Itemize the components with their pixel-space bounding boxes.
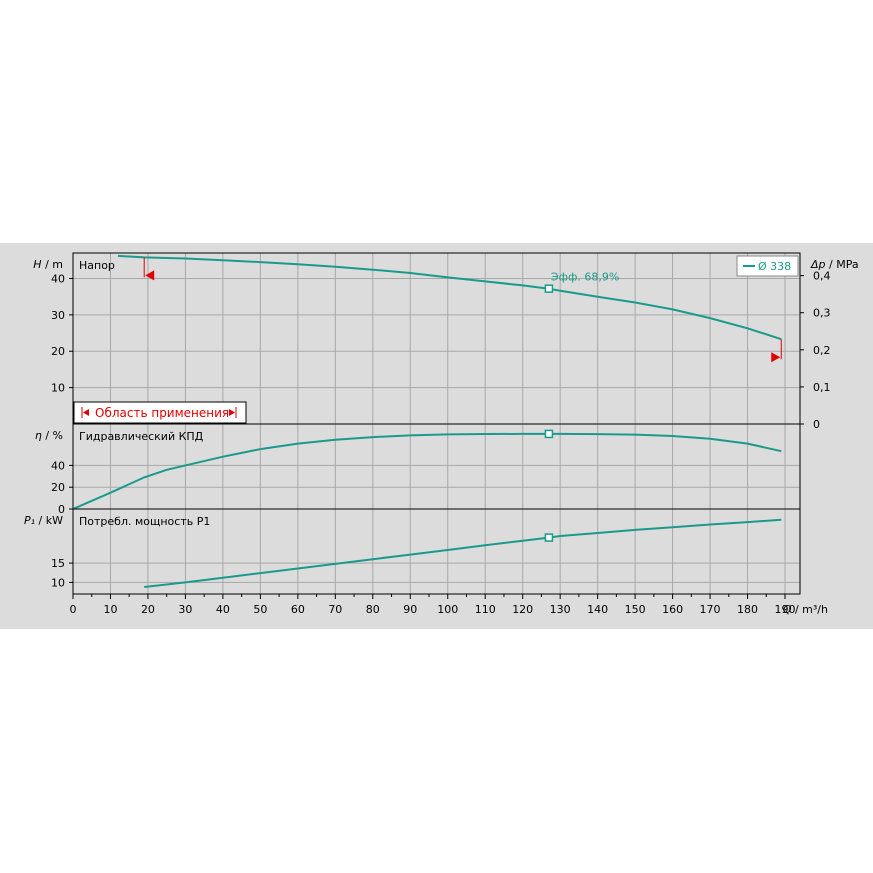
x-tick-label: 60 — [291, 603, 305, 616]
x-tick-label: 130 — [550, 603, 571, 616]
operating-point-marker — [544, 284, 554, 293]
legend-box — [736, 255, 799, 277]
x-tick-label: 140 — [587, 603, 608, 616]
y2-tick-label: 0,1 — [813, 381, 831, 394]
operating-point-label: Эфф. 68,9% — [551, 271, 619, 284]
range-end-marker — [771, 352, 781, 363]
y-tick-label: 10 — [51, 382, 65, 395]
x-tick-label: 80 — [366, 603, 380, 616]
legend-entry: Ø 338 — [758, 260, 791, 273]
y2-tick-label: 0,4 — [813, 270, 831, 283]
x-tick-label: 170 — [700, 603, 721, 616]
application-range-arrow-right — [229, 409, 235, 416]
x-tick-label: 50 — [253, 603, 267, 616]
y-tick-label: 20 — [51, 345, 65, 358]
application-range-box — [73, 401, 247, 424]
operating-point-marker — [544, 533, 554, 542]
series-line — [72, 432, 782, 510]
y2-axis-label: Δp / MPa — [810, 258, 859, 271]
x-tick-label: 110 — [475, 603, 496, 616]
range-start-marker — [145, 270, 155, 281]
x-tick-label: 120 — [512, 603, 533, 616]
y2-tick-label: 0,2 — [813, 344, 831, 357]
x-tick-label: 180 — [737, 603, 758, 616]
application-range-arrow-left — [83, 409, 89, 416]
x-tick-label: 30 — [178, 603, 192, 616]
panel-frame — [72, 508, 801, 595]
series-line — [117, 254, 782, 341]
y-tick-label: 40 — [51, 459, 65, 472]
y-tick-label: 15 — [51, 557, 65, 570]
y2-tick-label: 0 — [813, 418, 820, 431]
operating-point-marker — [544, 429, 554, 439]
x-tick-label: 150 — [625, 603, 646, 616]
x-tick-label: 10 — [103, 603, 117, 616]
x-tick-label: 40 — [216, 603, 230, 616]
y-tick-label: 20 — [51, 481, 65, 494]
chart-area: 10 20 30 40 H / m Напор Эфф. 68,9% 0 0,1 0,2 0,3 0,… — [0, 243, 873, 629]
y-axis-label: H / m — [33, 258, 63, 271]
x-tick-label: 90 — [403, 603, 417, 616]
y-axis-label: η / % — [35, 429, 63, 442]
y-tick-label: 40 — [51, 272, 65, 285]
panel-title: Напор — [79, 259, 115, 272]
panel-title: Потребл. мощность P1 — [79, 515, 210, 528]
y-tick-label: 30 — [51, 309, 65, 322]
x-axis-label: Q / m³/h — [783, 603, 828, 616]
x-tick-label: 0 — [70, 603, 77, 616]
y-axis-label: P₁ / kW — [24, 514, 63, 527]
series-line — [144, 518, 782, 588]
application-range-label: Область применения — [95, 406, 229, 420]
y-tick-label: 10 — [51, 576, 65, 589]
y-tick-label: 0 — [58, 503, 65, 516]
y2-tick-label: 0,3 — [813, 307, 831, 320]
panel-title: Гидравлический КПД — [79, 430, 204, 443]
x-tick-label: 20 — [141, 603, 155, 616]
x-tick-label: 70 — [328, 603, 342, 616]
x-tick-label: 190 — [775, 603, 796, 616]
x-tick-label: 100 — [437, 603, 458, 616]
x-tick-label: 160 — [662, 603, 683, 616]
